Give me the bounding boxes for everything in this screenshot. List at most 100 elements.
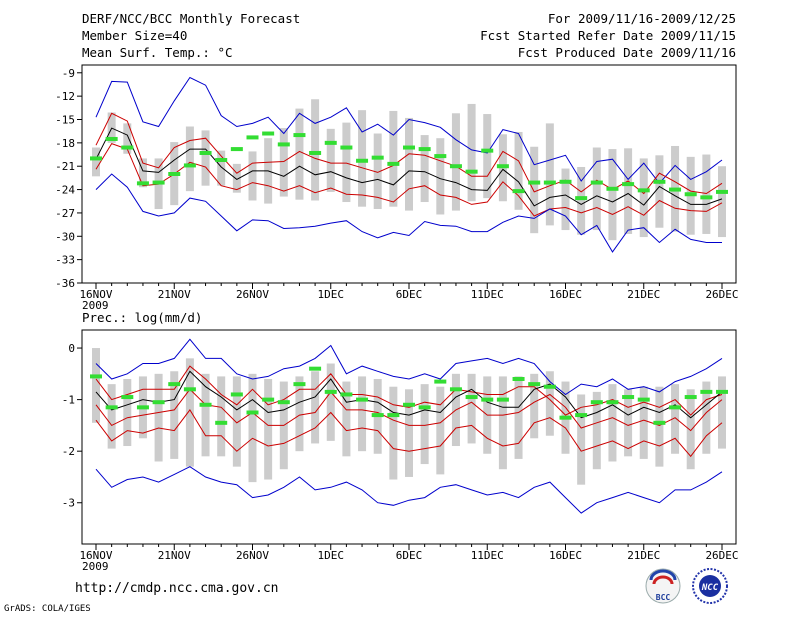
box-36 [655,155,664,228]
obs-marker-25 [481,148,494,153]
obs-marker-38 [684,395,697,400]
box-7 [201,130,210,186]
box-29 [545,123,554,226]
obs-marker-1 [105,405,118,410]
box-7 [201,373,210,457]
x-tick-label: 11DEC [471,549,504,562]
box-10 [248,151,257,201]
y-tick-label: -2 [62,445,75,458]
obs-marker-6 [183,387,196,392]
chart-panel-2: 0 -1 -2 -3 16NOV 21NOV 26NOV 1DEC 6DEC 11DEC 16DEC… [62,310,739,573]
box-32 [592,147,601,231]
x-tick-label: 16NOV [79,288,112,301]
box-22 [436,386,445,475]
box-6 [185,358,194,467]
obs-marker-20 [403,402,415,407]
box-34 [624,389,633,457]
year-label: 2009 [82,560,109,573]
box-39 [702,381,711,454]
y-tick-label: -9 [62,67,75,80]
box-36 [655,386,664,467]
box-32 [592,391,601,470]
obs-marker-21 [418,147,431,152]
series-line-max [95,76,723,185]
series-line-lower [95,388,723,432]
box-16 [342,122,351,203]
obs-marker-0 [90,374,102,379]
box-11 [264,378,273,480]
obs-marker-36 [653,179,666,184]
obs-marker-31 [575,413,588,418]
obs-marker-34 [622,395,635,400]
obs-marker-9 [230,392,243,397]
obs-marker-4 [152,180,165,185]
box-27 [514,376,523,459]
series-line-mean [95,127,723,207]
box-13 [295,376,304,452]
obs-marker-12 [277,142,290,147]
obs-marker-1 [105,136,118,141]
obs-marker-28 [528,180,541,185]
obs-marker-30 [559,179,572,184]
obs-marker-26 [496,164,509,169]
box-31 [577,166,586,235]
box-19 [389,386,398,480]
box-29 [545,371,554,436]
y-tick-label: -18 [55,137,75,150]
obs-marker-33 [606,400,619,405]
x-tick-label: 11DEC [471,288,504,301]
box-6 [185,126,194,192]
x-tick-label: 1DEC [318,288,345,301]
box-21 [420,384,429,465]
obs-marker-32 [590,400,603,405]
website-url[interactable]: http://cmdp.ncc.cma.gov.cn [75,581,279,596]
x-tick-label: 21NOV [158,288,191,301]
obs-marker-20 [403,145,415,150]
obs-marker-38 [684,192,697,197]
box-4 [154,373,163,462]
box-20 [405,389,413,477]
refer-date-label: Fcst Started Refer Date 2009/11/15 [480,28,736,43]
obs-marker-22 [434,154,447,159]
obs-marker-18 [371,155,384,160]
obs-marker-14 [309,150,322,155]
obs-marker-32 [590,180,603,185]
box-8 [217,150,226,186]
obs-marker-33 [606,186,619,191]
series-line-min [95,173,722,253]
box-1 [107,384,116,449]
box-19 [389,110,398,207]
y-tick-label: -15 [55,114,75,127]
box-40 [718,166,726,238]
x-tick-label: 26NOV [236,288,269,301]
obs-marker-37 [669,187,682,192]
box-15 [326,128,335,192]
series-line-min [95,466,723,514]
obs-marker-27 [512,376,525,381]
box-30 [561,168,570,231]
produced-date-label: Fcst Produced Date 2009/11/16 [517,45,736,60]
obs-marker-35 [637,188,650,193]
x-tick-label: 26DEC [705,288,738,301]
obs-marker-31 [575,196,588,201]
obs-marker-21 [418,405,431,410]
x-tick-label: 26NOV [236,549,269,562]
obs-marker-0 [90,156,102,161]
obs-marker-40 [716,389,728,394]
box-23 [451,113,460,211]
box-3 [138,158,147,188]
box-34 [624,148,633,234]
box-14 [311,371,320,444]
box-22 [436,138,445,215]
box-0 [92,348,100,423]
chart-panel-1: -9 -12 -15 -18 -21 -24 -27 -30 -33 -36 16NOV 21NOV 2… [55,64,739,312]
obs-marker-12 [277,400,290,405]
box-33 [608,149,617,241]
box-15 [326,363,335,441]
box-28 [530,146,539,234]
box-17 [358,376,367,452]
x-tick-label: 16NOV [79,549,112,562]
box-17 [358,110,367,207]
box-2 [123,123,132,154]
